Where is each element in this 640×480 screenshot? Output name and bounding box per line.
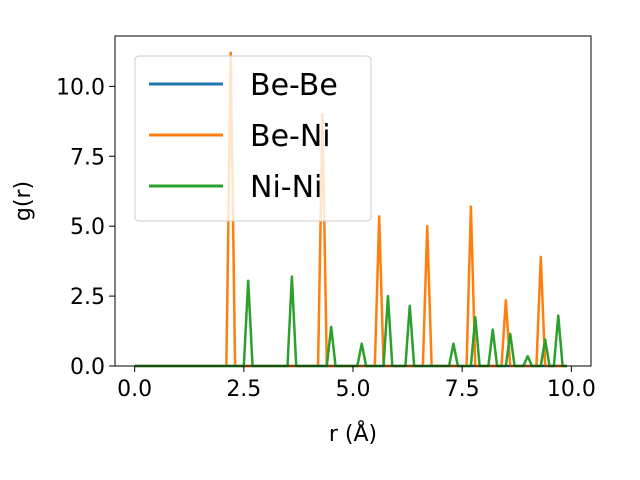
x-tick-label: 5.0	[336, 377, 371, 402]
legend-label-ni-ni: Ni-Ni	[250, 170, 322, 205]
legend: Be-Be Be-Ni Ni-Ni	[134, 55, 372, 222]
x-tick-label: 10.0	[547, 377, 596, 402]
x-axis: 0.0 2.5 5.0 7.5 10.0	[117, 366, 596, 402]
y-tick-label: 5.0	[70, 215, 105, 240]
y-tick-label: 2.5	[70, 285, 105, 310]
y-tick-label: 7.5	[70, 145, 105, 170]
y-tick-label: 0.0	[70, 355, 105, 380]
y-axis: 0.0 2.5 5.0 7.5 10.0	[56, 75, 115, 380]
x-tick-label: 0.0	[117, 377, 152, 402]
x-tick-label: 2.5	[226, 377, 261, 402]
y-tick-label: 10.0	[56, 75, 105, 100]
y-axis-label: g(r)	[11, 181, 36, 221]
x-axis-label: r (Å)	[329, 420, 377, 447]
legend-box	[134, 55, 372, 222]
legend-label-be-ni: Be-Ni	[250, 119, 331, 154]
x-tick-label: 7.5	[445, 377, 480, 402]
legend-label-be-be: Be-Be	[250, 68, 338, 103]
